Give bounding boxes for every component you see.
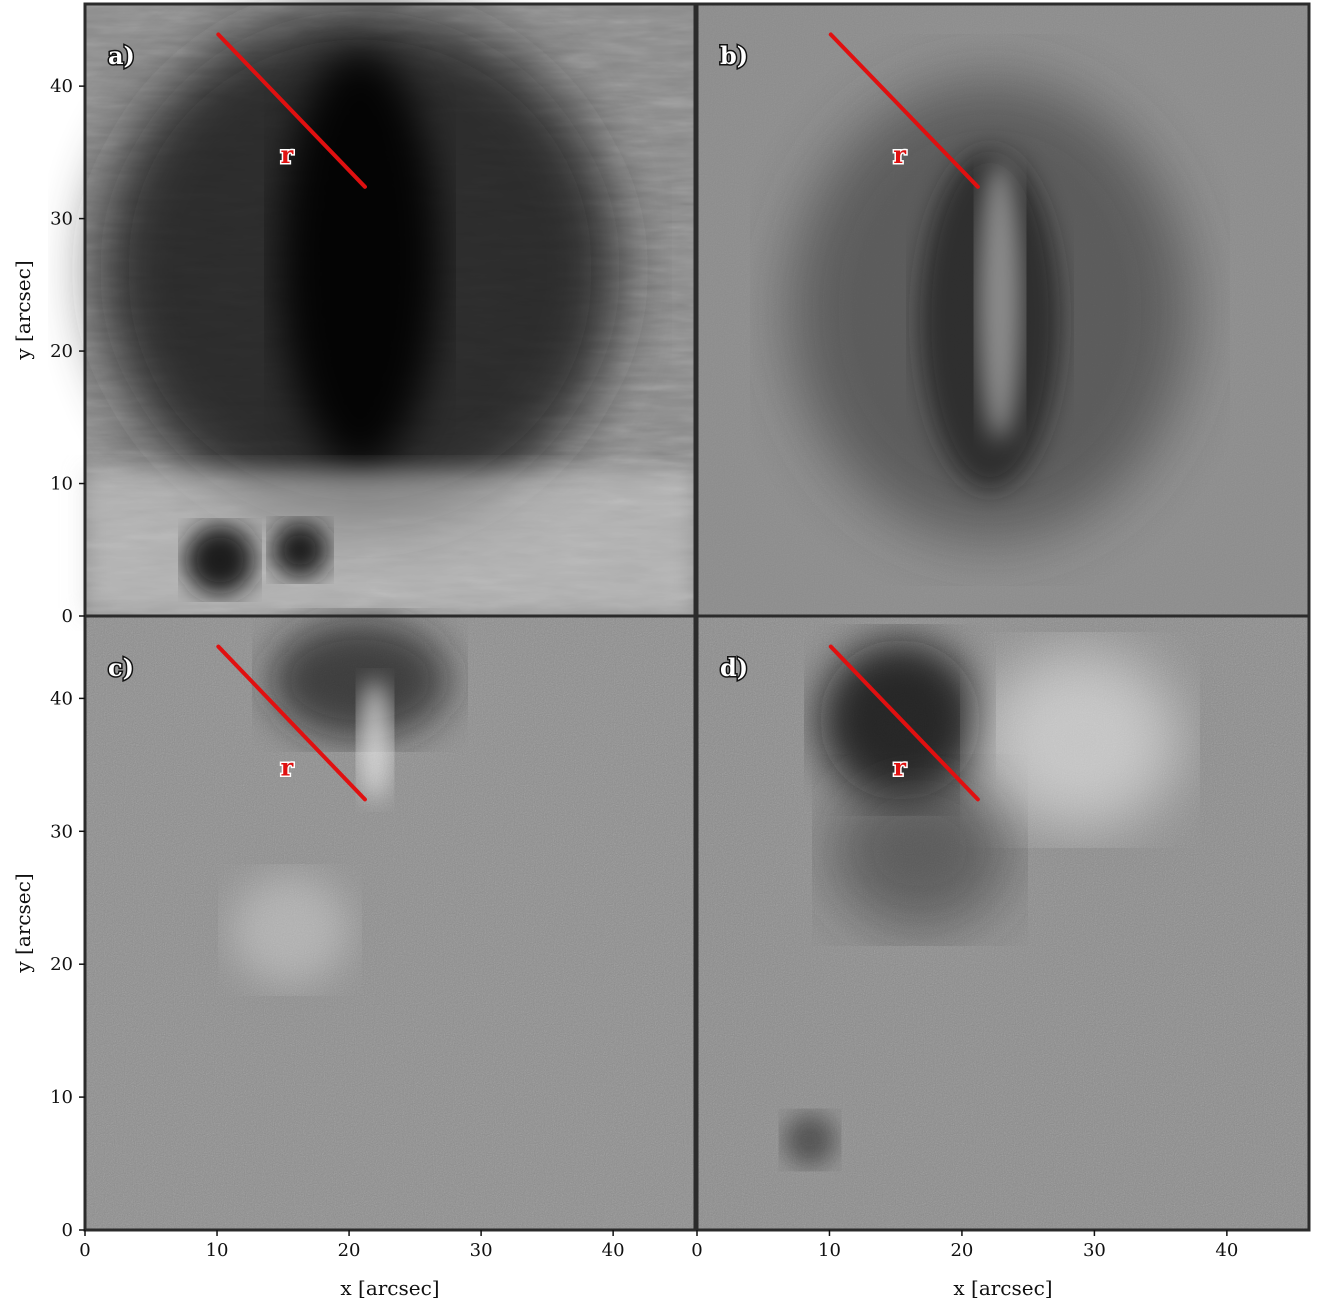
panel-label-a: a) — [108, 41, 135, 70]
y-tick-label: 30 — [50, 821, 73, 842]
overlay: r r r r — [216, 32, 980, 802]
cut-label: r — [281, 752, 294, 781]
x-tick-label: 10 — [818, 1240, 841, 1261]
cut-line — [216, 32, 367, 189]
y-tick-label: 0 — [62, 1220, 73, 1241]
cut-label: r — [281, 140, 294, 169]
panel-label-b: b) — [720, 41, 748, 70]
x-tick-label: 0 — [79, 1240, 90, 1261]
y-tick-label: 40 — [50, 76, 73, 97]
cut-label: r — [893, 752, 906, 781]
x-axis-label: x [arcsec] — [340, 1276, 439, 1300]
panel-b: b) — [695, 2, 1311, 618]
y-axis-label-lower: y [arcsec] — [11, 873, 35, 973]
x-tick-label: 30 — [470, 1240, 493, 1261]
panel-label-d: d) — [720, 653, 748, 682]
cut-line — [828, 32, 980, 189]
y-tick-label: 20 — [50, 341, 73, 362]
x-tick-label: 10 — [206, 1240, 229, 1261]
y-tick-label: 0 — [62, 606, 73, 627]
x-tick-label: 20 — [338, 1240, 361, 1261]
y-tick-label: 10 — [50, 1087, 73, 1108]
x-tick-label: 20 — [950, 1240, 973, 1261]
y-tick-label: 30 — [50, 209, 73, 230]
cut-line — [216, 644, 367, 802]
panel-a: a) — [83, 2, 697, 618]
panel-label-c: c) — [108, 653, 134, 682]
x-tick-label: 0 — [691, 1240, 702, 1261]
panel-d: d) — [695, 614, 1311, 1232]
x-tick-label: 40 — [1215, 1240, 1238, 1261]
x-axis-label-right: x [arcsec] — [953, 1276, 1052, 1300]
panel-c: c) — [83, 614, 697, 1232]
x-tick-label: 30 — [1083, 1240, 1106, 1261]
cut-line — [828, 644, 980, 802]
x-tick-label: 40 — [602, 1240, 625, 1261]
y-tick-label: 20 — [50, 954, 73, 975]
y-tick-label: 40 — [50, 688, 73, 709]
y-tick-label: 10 — [50, 474, 73, 495]
y-axis-label: y [arcsec] — [11, 260, 35, 360]
cut-label: r — [893, 140, 906, 169]
